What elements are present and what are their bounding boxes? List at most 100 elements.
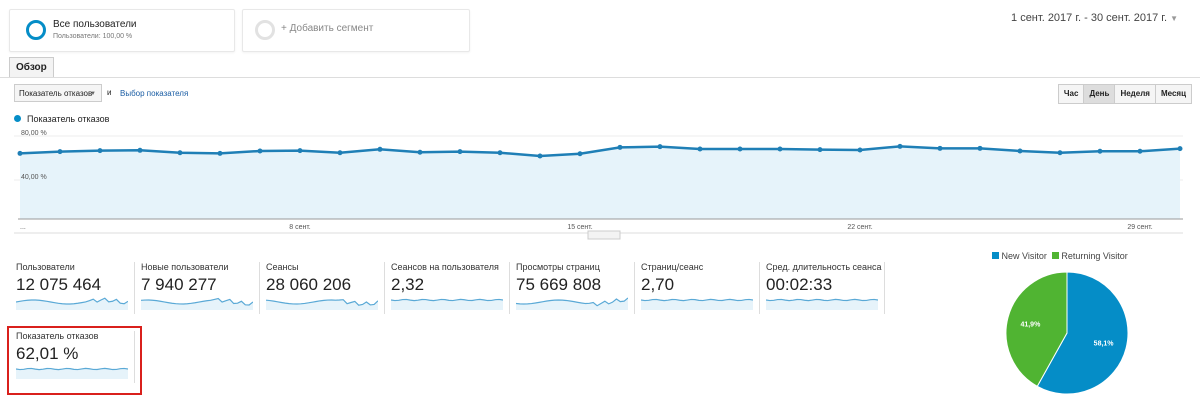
legend-returning: Returning Visitor: [1061, 251, 1128, 261]
segment-subtitle: Пользователи: 100,00 %: [53, 33, 133, 40]
metric-label: Новые пользователи: [141, 262, 229, 272]
metric-card[interactable]: Сеансов на пользователя 2,32: [389, 262, 510, 314]
sparkline: [16, 367, 128, 379]
data-point: [137, 147, 143, 153]
metric-label: Сеансов на пользователя: [391, 262, 499, 272]
legend-swatch: [1051, 252, 1059, 259]
hour-button[interactable]: Час: [1057, 84, 1085, 104]
data-point: [97, 148, 103, 154]
data-point: [17, 150, 23, 156]
slice-label: 41,9%: [1020, 321, 1041, 328]
data-point: [297, 148, 303, 154]
metric-value: 7 940 277: [141, 275, 217, 294]
data-point: [537, 153, 543, 159]
chart-legend: Показатель отказов: [14, 114, 109, 124]
metric-label: Сред. длительность сеанса: [766, 262, 882, 272]
data-point: [977, 145, 983, 151]
legend-dot-icon: [14, 115, 21, 122]
data-point: [1177, 146, 1183, 152]
metric-card[interactable]: Пользователи 12 075 464: [14, 262, 135, 314]
segment-ring-icon: [255, 20, 275, 40]
line-chart: 80,00 % 40,00 %... 8 сент. 15 сент. 22 сент.…: [14, 130, 1183, 240]
choose-metric-link[interactable]: Выбор показателя: [120, 89, 189, 98]
x-tick-label: 22 сент.: [847, 224, 872, 231]
x-tick-label: 15 сент.: [567, 224, 592, 231]
date-range: 1 сент. 2017 г. - 30 сент. 2017 г.: [1011, 12, 1168, 24]
data-point: [697, 146, 703, 152]
sparkline: [16, 297, 128, 310]
collapse-handle: [587, 230, 621, 240]
metric-select[interactable]: Показатель отказов ▼: [14, 84, 102, 102]
legend-swatch: [992, 252, 999, 259]
data-point: [657, 144, 663, 150]
pie-legend: New Visitor Returning Visitor: [992, 251, 1128, 261]
data-point: [57, 149, 63, 155]
week-button[interactable]: Неделя: [1114, 84, 1156, 104]
segment-all-users[interactable]: Все пользователи Пользователи: 100,00 %: [9, 9, 235, 52]
sparkline: [641, 298, 753, 310]
metric-card[interactable]: Сеансы 28 060 206: [264, 262, 385, 314]
data-point: [417, 149, 423, 155]
metric-value: 75 669 808: [516, 275, 602, 294]
tab-overview[interactable]: Обзор: [9, 57, 54, 78]
data-point: [577, 151, 583, 157]
segment-title: Все пользователи: [53, 19, 137, 30]
pie-chart: 58,1% 41,9%: [1005, 271, 1129, 395]
data-point: [1017, 148, 1023, 154]
x-tick-label: 8 сент.: [289, 224, 311, 231]
data-point: [897, 143, 903, 149]
sparkline: [516, 297, 628, 310]
x-tick-label: 29 сент.: [1127, 224, 1152, 231]
data-point: [777, 146, 783, 152]
sparkline: [141, 297, 253, 310]
metric-value: 12 075 464: [16, 275, 102, 294]
metric-card[interactable]: Новые пользователи 7 940 277: [139, 262, 260, 314]
pie-slice: [1036, 271, 1129, 395]
y-tick-label: 40,00 %: [21, 174, 47, 181]
chevron-down-icon: ▼: [90, 91, 96, 97]
metric-card[interactable]: Просмотры страниц 75 669 808: [514, 262, 635, 314]
segment-ring-icon: [26, 20, 46, 40]
data-point: [817, 147, 823, 153]
data-point: [377, 146, 383, 152]
metric-label: Пользователи: [16, 262, 75, 272]
metric-label: Страниц/сеанс: [641, 262, 704, 272]
data-point: [1137, 148, 1143, 154]
data-point: [937, 145, 943, 151]
area-fill: [20, 146, 1180, 219]
granularity-buttons: Час День Неделя Месяц: [1057, 84, 1192, 104]
data-point: [217, 150, 223, 156]
metric-card[interactable]: Сред. длительность сеанса 00:02:33: [764, 262, 885, 314]
chevron-down-icon: ▼: [1170, 14, 1178, 23]
data-point: [337, 150, 343, 156]
metric-label: Показатель отказов: [16, 331, 99, 341]
y-tick-label: 80,00 %: [21, 130, 47, 137]
legend-new: New Visitor: [1001, 251, 1047, 261]
metric-select-value: Показатель отказов: [19, 89, 93, 98]
data-point: [737, 146, 743, 152]
slice-label: 58,1%: [1094, 341, 1115, 348]
metric-value: 2,32: [391, 275, 425, 294]
data-point: [1097, 148, 1103, 154]
data-point: [1057, 150, 1063, 156]
date-range-picker[interactable]: 1 сент. 2017 г. - 30 сент. 2017 г. ▼: [1011, 12, 1178, 24]
month-button[interactable]: Месяц: [1154, 84, 1192, 104]
sparkline: [766, 298, 878, 310]
add-segment-label: + Добавить сегмент: [281, 23, 374, 34]
metric-value: 00:02:33: [766, 275, 833, 294]
day-button[interactable]: День: [1083, 84, 1116, 104]
divider: [0, 77, 1200, 78]
metric-card[interactable]: Страниц/сеанс 2,70: [639, 262, 760, 314]
metric-card[interactable]: Показатель отказов 62,01 %: [14, 331, 135, 383]
and-label: и: [107, 88, 112, 97]
sparkline: [391, 298, 503, 310]
sparkline: [266, 299, 378, 310]
legend-label: Показатель отказов: [27, 114, 110, 124]
x-tick-label: ...: [20, 224, 26, 231]
series-line: [19, 145, 1181, 158]
add-segment-button[interactable]: + Добавить сегмент: [242, 9, 470, 52]
data-point: [857, 147, 863, 153]
data-point: [457, 149, 463, 155]
metric-value: 28 060 206: [266, 275, 352, 294]
metric-value: 2,70: [641, 275, 675, 294]
